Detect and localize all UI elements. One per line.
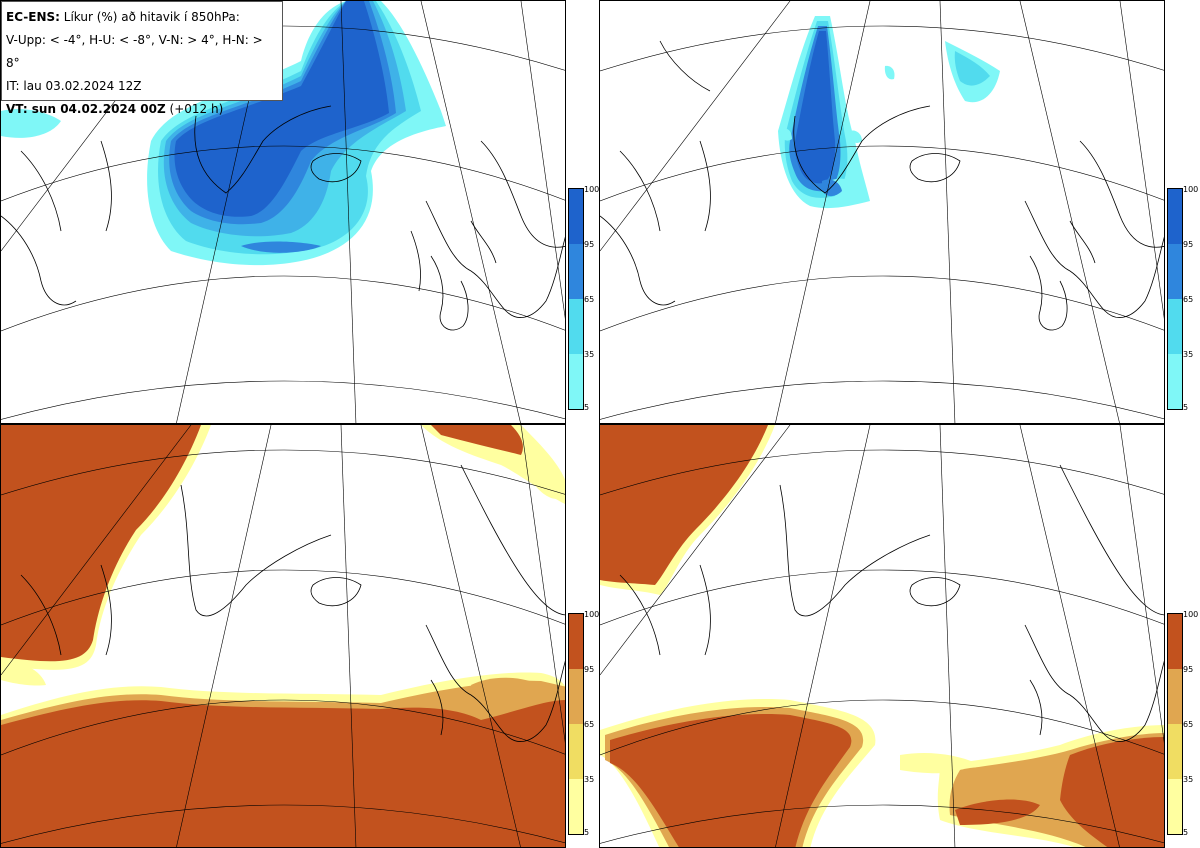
colorbar-label: 95 xyxy=(584,240,595,249)
colorbar-cold-top-left: 100 95 65 35 5 xyxy=(568,185,600,412)
colorbar-label: 5 xyxy=(1183,403,1189,412)
map-panel-cold-minus8 xyxy=(599,0,1165,424)
probability-field xyxy=(600,425,1164,847)
colorbar-label: 65 xyxy=(584,295,595,304)
map-canvas xyxy=(600,425,1164,847)
coastlines xyxy=(619,464,1164,742)
colorbar-label: 65 xyxy=(1183,295,1194,304)
colorbar-label: 100 xyxy=(1183,185,1199,194)
colorbar-strip xyxy=(1167,188,1183,410)
info-lead-time: (+012 h) xyxy=(165,102,224,116)
coastlines xyxy=(600,40,1164,331)
colorbar-strip xyxy=(1167,613,1183,835)
probability-field xyxy=(1,425,565,847)
info-title-bold: EC-ENS: xyxy=(6,10,60,24)
colorbar-label: 35 xyxy=(1183,775,1194,784)
map-canvas xyxy=(600,1,1164,423)
graticule xyxy=(600,1,1164,423)
colorbar-label: 100 xyxy=(1183,610,1199,619)
forecast-info-box: EC-ENS: Líkur (%) að hitavik í 850hPa: V… xyxy=(1,1,283,116)
colorbar-label: 95 xyxy=(584,665,595,674)
map-panel-cold-minus4: EC-ENS: Líkur (%) að hitavik í 850hPa: V… xyxy=(0,0,566,424)
coastlines xyxy=(1,105,565,331)
colorbar-label: 5 xyxy=(584,828,590,837)
colorbar-label: 5 xyxy=(584,403,590,412)
colorbar-label: 100 xyxy=(584,185,600,194)
colorbar-label: 65 xyxy=(584,720,595,729)
colorbar-warm-bottom-right: 100 95 65 35 5 xyxy=(1167,610,1199,837)
colorbar-cold-top-right: 100 95 65 35 5 xyxy=(1167,185,1199,412)
coastlines xyxy=(20,464,565,742)
colorbar-label: 35 xyxy=(584,350,595,359)
colorbar-label: 100 xyxy=(584,610,600,619)
colorbar-warm-bottom-left: 100 95 65 35 5 xyxy=(568,610,600,837)
colorbar-label: 35 xyxy=(1183,350,1194,359)
colorbar-label: 35 xyxy=(584,775,595,784)
map-panel-warm-plus8 xyxy=(599,424,1165,848)
map-panel-warm-plus4 xyxy=(0,424,566,848)
colorbar-label: 95 xyxy=(1183,240,1194,249)
info-title: Líkur (%) að hitavik í 850hPa: xyxy=(59,10,240,24)
graticule xyxy=(1,425,565,847)
colorbar-label: 65 xyxy=(1183,720,1194,729)
colorbar-strip xyxy=(568,188,584,410)
graticule xyxy=(1,1,565,423)
graticule xyxy=(600,425,1164,847)
colorbar-label: 5 xyxy=(1183,828,1189,837)
probability-field xyxy=(778,16,1000,209)
colorbar-label: 95 xyxy=(1183,665,1194,674)
colorbar-strip xyxy=(568,613,584,835)
info-valid-time: VT: sun 04.02.2024 00Z xyxy=(6,102,166,116)
info-criteria: V-Upp: < -4°, H-U: < -8°, V-N: > 4°, H-N… xyxy=(6,33,263,70)
map-canvas xyxy=(1,1,565,423)
info-init-time: IT: lau 03.02.2024 12Z xyxy=(6,79,142,93)
map-canvas xyxy=(1,425,565,847)
